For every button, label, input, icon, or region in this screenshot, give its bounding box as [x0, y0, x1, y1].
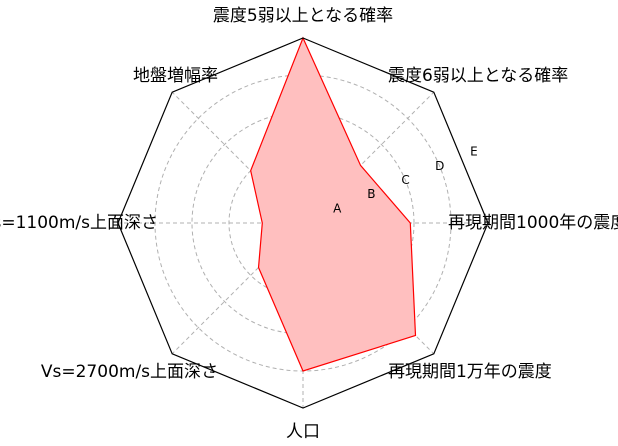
grid-ring-C	[191, 111, 415, 335]
axis-label-1: 震度5弱以上となる確率	[213, 6, 393, 26]
label-layer: A B C D E 震度5弱以上となる確率震度6弱以上となる確率再現期間1000年の震度再…	[0, 6, 618, 442]
outline-layer	[117, 37, 489, 409]
axis-label-6: Vs=2700m/s上面深さ	[41, 362, 218, 382]
outer-frame	[117, 37, 489, 409]
level-tick-D: D	[435, 159, 444, 173]
axis-label-8: 地盤増幅率	[133, 66, 218, 86]
data-layer	[250, 36, 417, 372]
level-tick-A: A	[333, 201, 342, 215]
level-tick-C: C	[401, 173, 409, 187]
level-tick-B: B	[367, 187, 375, 201]
level-tick-E: E	[470, 145, 478, 159]
axis-label-2: 震度6弱以上となる確率	[388, 66, 568, 86]
axis-label-3: 再現期間1000年の震度	[448, 213, 618, 233]
axis-label-7: Vs=1100m/s上面深さ	[0, 213, 158, 233]
axis-label-5: 人口	[286, 422, 320, 442]
axis-label-4: 再現期間1万年の震度	[388, 362, 552, 382]
data-line-1	[250, 36, 417, 372]
data-area-1	[250, 38, 416, 371]
